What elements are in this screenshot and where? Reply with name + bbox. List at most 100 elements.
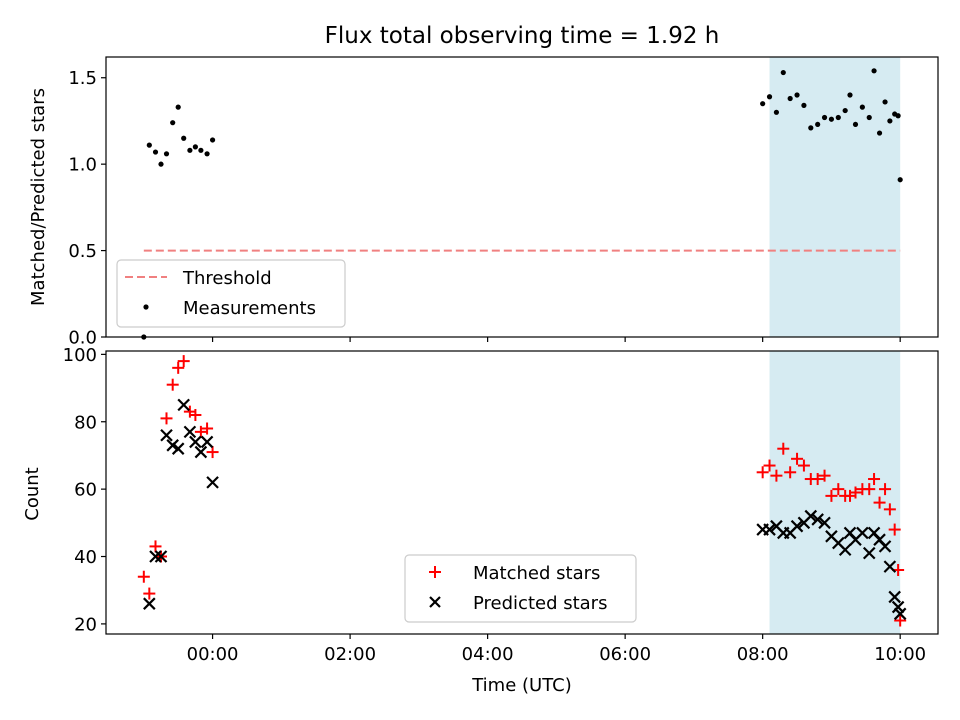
matched-star-point xyxy=(873,496,886,509)
predicted-star-point xyxy=(206,476,219,489)
measurement-point xyxy=(895,113,901,119)
highlight-span-rect xyxy=(769,57,901,337)
top-y-tick-label: 0.5 xyxy=(68,241,97,262)
matched-star-point xyxy=(770,469,783,482)
highlight-span-rect xyxy=(769,351,901,634)
matched-star-point xyxy=(832,483,845,496)
measurement-point xyxy=(871,68,877,74)
predicted-star-point xyxy=(171,442,185,455)
measurement-point xyxy=(808,125,814,131)
bottom-x-ticks: 00:00 02:00 04:00 06:00 08:00 10:00 xyxy=(187,634,926,665)
measurement-point xyxy=(897,177,903,183)
matched-star-point xyxy=(777,442,790,455)
top-y-tick-label: 0.0 xyxy=(68,328,97,349)
top-y-axis-label: Matched/Predicted stars xyxy=(28,88,49,306)
matched-star-point xyxy=(883,503,896,516)
matched-star-point xyxy=(791,452,804,465)
x-tick-label: 10:00 xyxy=(874,644,926,665)
measurement-point xyxy=(152,149,159,155)
predicted-star-point xyxy=(194,445,208,459)
matched-star-point xyxy=(201,422,214,435)
top-y-tick-label: 1.5 xyxy=(68,68,97,89)
matched-star-point xyxy=(177,355,190,368)
measurement-point xyxy=(175,104,181,110)
measurement-point xyxy=(821,114,828,121)
matched-star-point xyxy=(894,614,907,627)
predicted-star-point xyxy=(804,509,818,523)
top-axes-frame xyxy=(105,56,939,338)
top-x-ticks xyxy=(211,337,901,342)
predicted-star-point xyxy=(838,543,852,557)
bottom-y-tick-label: 100 xyxy=(63,345,97,366)
predicted-star-point xyxy=(888,590,901,604)
matched-stars-series xyxy=(137,355,907,627)
predicted-star-point xyxy=(862,546,876,560)
measurement-point xyxy=(766,94,773,100)
predicted-star-point xyxy=(154,550,168,563)
bottom-highlight-span xyxy=(769,351,901,634)
measurement-point xyxy=(842,107,848,114)
measurement-point xyxy=(828,116,835,122)
top-highlight-span xyxy=(769,57,901,337)
measurements-series xyxy=(141,68,903,340)
bottom-axes-frame xyxy=(105,350,939,635)
legend-predicted-label: Predicted stars xyxy=(473,593,607,614)
bottom-legend: Matched stars Predicted stars xyxy=(404,554,637,623)
measurement-point xyxy=(760,101,766,107)
measurement-point xyxy=(170,120,176,126)
matched-star-point xyxy=(784,466,797,479)
predicted-star-point xyxy=(143,597,156,610)
legend-threshold-label: Threshold xyxy=(182,268,272,289)
measurement-point xyxy=(187,147,193,153)
bottom-y-tick-label: 40 xyxy=(74,547,97,568)
measurement-point xyxy=(801,102,807,108)
matched-star-point xyxy=(863,483,876,496)
measurement-point xyxy=(866,114,872,121)
predicted-star-point xyxy=(763,523,776,536)
bottom-legend-frame xyxy=(404,554,637,623)
matched-star-point xyxy=(137,570,150,583)
predicted-stars-series xyxy=(143,398,907,621)
measurement-point xyxy=(163,151,170,157)
x-tick-label: 04:00 xyxy=(462,644,514,665)
predicted-star-point xyxy=(878,540,892,553)
measurement-point xyxy=(773,109,780,115)
predicted-star-point xyxy=(183,425,197,439)
matched-star-point xyxy=(825,489,838,502)
legend-matched-label: Matched stars xyxy=(473,563,600,584)
measurement-point xyxy=(847,92,853,98)
measurement-point xyxy=(181,135,187,141)
predicted-star-point xyxy=(160,428,173,442)
predicted-star-point xyxy=(811,513,824,526)
matched-star-point xyxy=(888,523,901,536)
measurement-point xyxy=(887,118,893,124)
matched-star-point xyxy=(849,486,862,499)
predicted-star-point xyxy=(177,398,190,412)
legend-measurements-label: Measurements xyxy=(183,298,316,319)
bottom-panel: 20 40 60 80 100 00:00 02:00 04:00 06:00 08:00 10:… xyxy=(22,345,939,696)
legend-measurements-swatch xyxy=(143,304,149,310)
measurement-point xyxy=(787,95,793,102)
matched-star-point xyxy=(756,466,769,479)
bottom-y-tick-label: 60 xyxy=(74,480,97,501)
matched-star-point xyxy=(166,378,179,391)
chart-title: Flux total observing time = 1.92 h xyxy=(325,23,720,49)
measurement-point xyxy=(794,92,800,98)
predicted-star-point xyxy=(189,435,202,449)
measurement-point xyxy=(204,151,210,157)
predicted-star-point xyxy=(818,516,831,530)
measurement-point xyxy=(209,137,216,143)
matched-star-point xyxy=(194,425,207,438)
x-axis-label: Time (UTC) xyxy=(471,675,572,696)
measurement-point xyxy=(158,161,164,167)
matched-star-point xyxy=(811,473,824,486)
bottom-y-tick-label: 20 xyxy=(74,614,97,635)
measurement-point xyxy=(146,142,152,148)
bottom-y-axis-label: Count xyxy=(22,467,43,520)
matched-star-point xyxy=(763,459,776,472)
matched-star-point xyxy=(149,540,162,553)
bottom-y-ticks: 20 40 60 80 100 xyxy=(63,345,106,635)
x-tick-label: 06:00 xyxy=(599,644,651,665)
matched-star-point xyxy=(189,409,202,422)
matched-star-point xyxy=(879,483,892,496)
